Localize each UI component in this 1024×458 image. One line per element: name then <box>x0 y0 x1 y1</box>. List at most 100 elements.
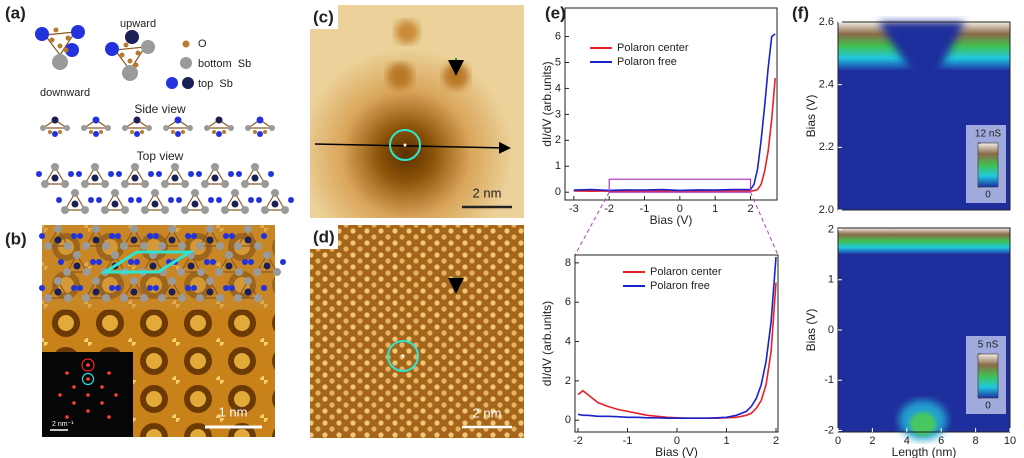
atom <box>108 171 114 177</box>
atom <box>248 197 254 203</box>
atom <box>54 288 62 296</box>
x-tick-label: 8 <box>973 435 979 447</box>
x-tick-label: -2 <box>604 203 614 215</box>
annotation: upward <box>120 18 156 30</box>
atom <box>181 206 189 214</box>
x-axis-label: Bias (V) <box>655 445 698 458</box>
fft-spot <box>86 409 90 413</box>
atom <box>251 174 259 182</box>
atom <box>156 171 162 177</box>
atom <box>151 189 159 197</box>
atom <box>148 171 154 177</box>
atom <box>168 236 176 244</box>
atom <box>101 180 109 188</box>
atom <box>135 50 141 56</box>
atom <box>73 262 81 270</box>
atom <box>185 233 191 239</box>
atom <box>181 180 189 188</box>
atom <box>64 242 72 250</box>
atom <box>54 225 62 233</box>
atom <box>196 294 204 302</box>
atom <box>57 43 63 49</box>
x-tick-label: 1 <box>712 203 718 215</box>
atom <box>181 130 185 134</box>
colorbar-label: 0 <box>985 401 991 412</box>
atom <box>147 233 153 239</box>
atom <box>161 180 169 188</box>
atom <box>163 125 169 131</box>
atom <box>105 42 119 56</box>
atom <box>168 288 176 296</box>
atom <box>81 125 87 131</box>
atom <box>147 285 153 291</box>
x-tick-label: 10 <box>1004 435 1016 447</box>
atom <box>88 197 94 203</box>
legend-label: O <box>198 38 207 50</box>
defect <box>395 20 419 44</box>
atom <box>231 200 239 208</box>
atom <box>215 268 223 276</box>
atom <box>210 259 216 265</box>
circle-marker <box>81 372 95 386</box>
y-tick-label: 3 <box>555 108 561 120</box>
atom <box>134 131 140 137</box>
atom <box>253 130 257 134</box>
atom <box>96 197 102 203</box>
atom <box>248 259 254 265</box>
atom <box>216 131 222 137</box>
atom <box>51 116 59 124</box>
atom <box>269 125 275 131</box>
plot-frame <box>837 21 1011 211</box>
y-tick-label: -2 <box>824 424 834 436</box>
atom <box>225 251 233 259</box>
atom <box>120 242 128 250</box>
atom <box>175 131 181 137</box>
atom <box>178 242 186 250</box>
x-tick-label: -2 <box>573 435 583 447</box>
atom <box>73 251 81 259</box>
atom <box>44 294 52 302</box>
x-axis-label: Bias (V) <box>650 213 693 227</box>
atom <box>71 233 77 239</box>
atom <box>102 242 110 250</box>
y-tick-label: 1 <box>555 160 561 172</box>
atom <box>211 163 219 171</box>
atom <box>244 288 252 296</box>
atom <box>229 233 235 239</box>
atom <box>52 131 58 137</box>
y-tick-label: 1 <box>828 274 834 286</box>
atom <box>64 294 72 302</box>
atom <box>268 171 274 177</box>
y-axis-label: dI/dV (arb.units) <box>540 61 554 146</box>
atom <box>81 180 89 188</box>
unit-cell <box>99 250 196 274</box>
fft-spot <box>107 415 111 419</box>
y-tick-label: 2 <box>565 375 571 387</box>
atom <box>92 116 100 124</box>
atom <box>256 197 262 203</box>
colorbar-label: 12 nS <box>975 129 1001 140</box>
atom <box>242 259 248 265</box>
atom <box>141 206 149 214</box>
fft-spot <box>100 385 104 389</box>
atom <box>168 225 176 233</box>
label-box <box>310 225 338 249</box>
atom <box>234 242 242 250</box>
atom <box>221 206 229 214</box>
colorbar <box>977 353 999 399</box>
atom <box>128 259 134 265</box>
atom <box>288 197 294 203</box>
fft-spot <box>65 415 69 419</box>
x-tick-label: 6 <box>938 435 944 447</box>
atom <box>158 242 166 250</box>
atom <box>130 236 138 244</box>
atom <box>53 27 59 33</box>
fft-spots <box>58 363 118 419</box>
atom <box>191 189 199 197</box>
atom <box>119 52 125 58</box>
atom <box>52 54 68 70</box>
panel-label: (a) <box>5 3 26 22</box>
y-tick-label: 8 <box>565 257 571 269</box>
atom <box>251 163 259 171</box>
fft-spot <box>86 377 90 381</box>
